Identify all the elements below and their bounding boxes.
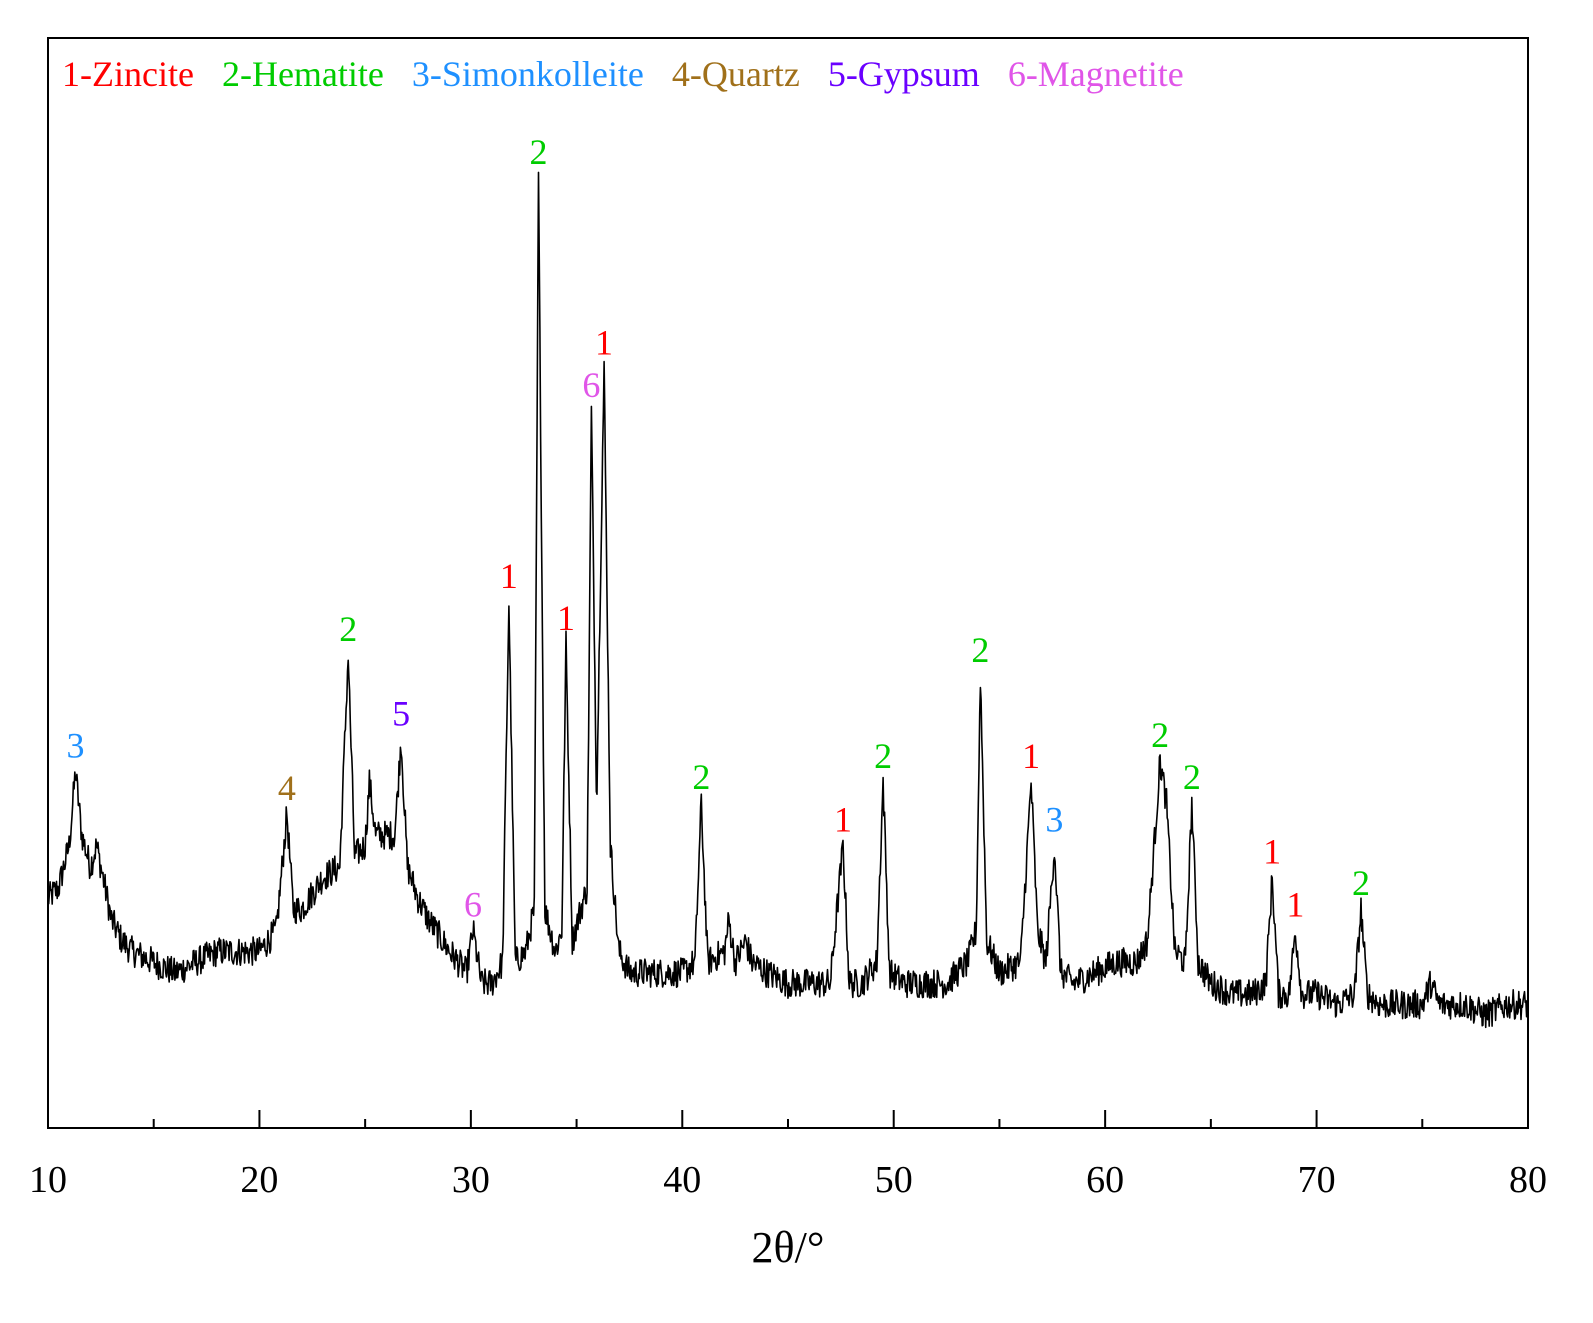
peak-label: 2: [692, 757, 710, 797]
legend-entry: 6-Magnetite: [1008, 54, 1184, 94]
x-axis: 10 20 30 40 50 60 70 80: [29, 1110, 1547, 1201]
peak-label: 2: [1183, 757, 1201, 797]
x-tick-label: 30: [452, 1159, 490, 1201]
x-tick-label: 40: [663, 1159, 701, 1201]
x-tick-label: 80: [1509, 1159, 1547, 1201]
diffraction-pattern-line: [47, 171, 1529, 1029]
x-tick-label: 50: [875, 1159, 913, 1201]
legend-entry: 2-Hematite: [222, 54, 384, 94]
peak-label: 2: [971, 630, 989, 670]
legend-entry: 4-Quartz: [672, 54, 800, 94]
peak-label: 3: [66, 725, 84, 765]
peak-label: 6: [464, 884, 482, 924]
peak-label: 1: [1022, 736, 1040, 776]
peak-label: 1: [595, 323, 613, 363]
peak-label: 1: [1286, 884, 1304, 924]
pattern-layer: [47, 171, 1529, 1029]
x-tick-label: 20: [240, 1159, 278, 1201]
legend-entry: 1-Zincite: [62, 54, 194, 94]
x-axis-title: 2θ/°: [752, 1223, 825, 1272]
x-tick-label: 10: [29, 1159, 67, 1201]
peak-label: 5: [392, 694, 410, 734]
x-tick-label: 60: [1086, 1159, 1124, 1201]
peak-label: 1: [834, 800, 852, 840]
peak-label: 1: [500, 556, 518, 596]
peak-label: 6: [582, 365, 600, 405]
peak-label: 1: [1263, 831, 1281, 871]
peak-label: 2: [339, 609, 357, 649]
peak-label: 4: [278, 768, 296, 808]
legend-entry: 5-Gypsum: [828, 54, 980, 94]
peak-label: 3: [1045, 800, 1063, 840]
peak-label: 2: [530, 132, 548, 172]
peak-label: 2: [1151, 715, 1169, 755]
legend-entry: 3-Simonkolleite: [412, 54, 644, 94]
peak-label: 2: [874, 736, 892, 776]
peak-label: 2: [1352, 863, 1370, 903]
x-tick-label: 70: [1298, 1159, 1336, 1201]
peak-label: 1: [557, 598, 575, 638]
legend: 1-Zincite 2-Hematite 3-Simonkolleite 4-Quar…: [62, 54, 1184, 94]
